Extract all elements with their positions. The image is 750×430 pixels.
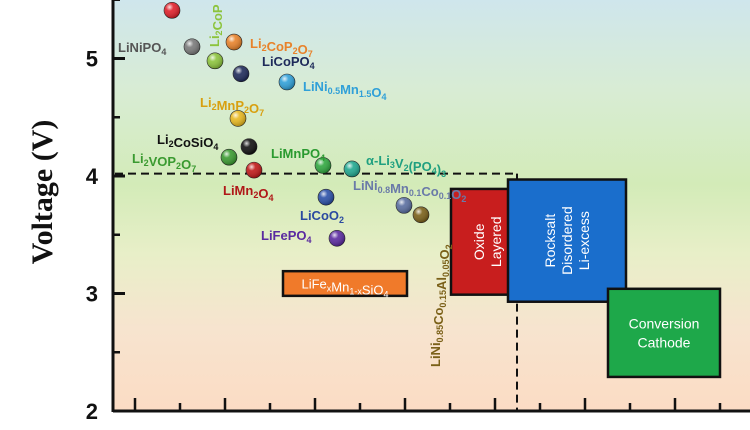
region-box <box>606 287 722 379</box>
point-label-p13: LiCoO2 <box>300 208 344 225</box>
point-label-p6: Li2MnP2O7 <box>200 95 264 118</box>
point-highlight <box>221 149 237 166</box>
y-tick-label: 3 <box>86 282 98 307</box>
point-label-p5: LiNi0.5Mn1.5O4 <box>303 79 387 102</box>
data-point-p10 <box>314 157 332 174</box>
point-highlight <box>396 197 412 214</box>
point-label-p10: LiMnPO4 <box>271 146 325 163</box>
point-label-p12: LiNi0.8Mn0.1Co0.1O2 <box>353 178 466 204</box>
region-label-line: Layered <box>488 217 504 268</box>
point-highlight <box>207 52 223 69</box>
region-label: LiFexMn1-xSiO4 <box>301 277 388 300</box>
point-highlight <box>344 160 360 177</box>
region-box <box>506 178 628 303</box>
point-label-p9: LiMn2O4 <box>223 183 273 203</box>
region-label-line: Rocksalt <box>542 214 558 268</box>
region-label-line: Disordered <box>559 206 575 274</box>
point-highlight <box>164 2 180 19</box>
data-point-p7 <box>240 138 258 155</box>
data-point-p6 <box>229 110 247 127</box>
data-point-p8 <box>220 148 238 166</box>
region-r0: LiFexMn1-xSiO4 <box>281 269 409 300</box>
point-label-p8: Li2VOP2O7 <box>132 151 196 174</box>
region-label-line: Oxide <box>471 223 487 260</box>
data-point-p5 <box>278 73 296 91</box>
point-highlight <box>329 230 345 247</box>
point-label-p1: LiNiPO4 <box>118 40 166 57</box>
data-point-p1 <box>183 38 201 56</box>
region-box <box>281 269 409 298</box>
y-tick-label: 5 <box>86 47 98 72</box>
y-tick-label: 2 <box>86 399 98 424</box>
data-point-p13 <box>317 188 335 206</box>
point-highlight <box>413 206 429 223</box>
point-highlight <box>318 189 334 206</box>
point-highlight <box>241 138 257 155</box>
region-label-line: Conversion <box>629 315 700 331</box>
y-tick-label: 4 <box>86 164 99 189</box>
point-label-p2: Li2CoP <box>207 4 225 47</box>
region-r3: Conversion Cathode <box>606 287 722 379</box>
point-highlight <box>315 157 331 174</box>
data-point-p15 <box>412 206 430 224</box>
point-label-p14: LiFePO4 <box>261 228 312 245</box>
data-point-p12 <box>395 197 413 214</box>
data-point-p0 <box>163 2 181 19</box>
point-label-p4: LiCoPO4 <box>262 54 315 71</box>
region-label-line: Cathode <box>638 334 691 350</box>
data-point-p14 <box>328 229 346 247</box>
point-highlight <box>226 34 242 51</box>
data-point-p4 <box>232 65 250 83</box>
y-axis-label: Voltage (V) <box>26 120 59 265</box>
point-label-p7: Li2CoSiO4 <box>157 132 218 152</box>
data-point-p9 <box>245 161 263 179</box>
point-highlight <box>279 74 295 90</box>
data-point-p11 <box>343 160 361 178</box>
data-point-p3 <box>225 33 243 51</box>
point-label-p3: Li2CoP2O7 <box>250 36 313 59</box>
point-highlight <box>246 162 262 179</box>
point-label-p11: α-Li3V2(PO4)3 <box>366 153 446 179</box>
point-highlight <box>184 38 200 55</box>
point-highlight <box>233 65 249 82</box>
point-highlight <box>230 110 246 127</box>
region-label-line: Li-excess <box>576 211 592 270</box>
data-point-p2 <box>206 52 224 70</box>
point-label-p15: LiNi0.85Co0.15Al0.05O2 <box>428 244 454 367</box>
